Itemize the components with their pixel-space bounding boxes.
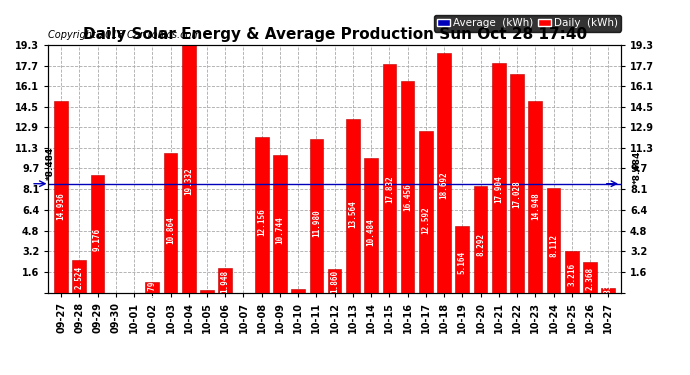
Text: 11.980: 11.980	[312, 210, 321, 237]
Bar	[401, 81, 415, 292]
Text: 0.796: 0.796	[148, 276, 157, 300]
Bar	[273, 155, 287, 292]
Text: 8.112: 8.112	[549, 234, 558, 257]
Bar	[419, 131, 433, 292]
Text: 17.028: 17.028	[513, 180, 522, 208]
Text: *8.484: *8.484	[46, 147, 55, 180]
Text: *8.484: *8.484	[633, 150, 642, 184]
Text: 14.936: 14.936	[57, 192, 66, 220]
Bar	[529, 101, 542, 292]
Bar	[55, 101, 68, 292]
Bar	[90, 175, 104, 292]
Text: 1.948: 1.948	[221, 270, 230, 293]
Bar	[255, 136, 268, 292]
Bar	[146, 282, 159, 292]
Text: 17.904: 17.904	[494, 175, 503, 203]
Bar	[310, 139, 323, 292]
Bar	[510, 74, 524, 292]
Text: 17.832: 17.832	[385, 176, 394, 204]
Text: 10.484: 10.484	[366, 218, 375, 246]
Text: 9.176: 9.176	[93, 228, 102, 251]
Bar	[565, 251, 579, 292]
Text: 10.744: 10.744	[275, 217, 284, 244]
Text: 12.592: 12.592	[422, 206, 431, 234]
Text: 14.948: 14.948	[531, 192, 540, 220]
Text: 12.156: 12.156	[257, 209, 266, 236]
Text: 3.216: 3.216	[567, 262, 576, 285]
Text: 18.692: 18.692	[440, 171, 449, 198]
Bar	[200, 291, 214, 292]
Text: Copyright 2018 Cartronics.com: Copyright 2018 Cartronics.com	[48, 30, 201, 40]
Text: 0.332: 0.332	[604, 279, 613, 302]
Bar	[455, 226, 469, 292]
Bar	[72, 260, 86, 292]
Text: 10.864: 10.864	[166, 216, 175, 244]
Bar	[364, 158, 378, 292]
Text: 8.292: 8.292	[476, 233, 485, 256]
Text: 16.456: 16.456	[403, 184, 412, 211]
Bar	[492, 63, 506, 292]
Text: 2.368: 2.368	[586, 267, 595, 290]
Bar	[474, 186, 487, 292]
Bar	[583, 262, 597, 292]
Bar	[328, 268, 342, 292]
Text: 1.860: 1.860	[330, 270, 339, 293]
Title: Daily Solar Energy & Average Production Sun Oct 28 17:40: Daily Solar Energy & Average Production …	[83, 27, 586, 42]
Bar	[602, 288, 615, 292]
Legend: Average  (kWh), Daily  (kWh): Average (kWh), Daily (kWh)	[434, 15, 621, 32]
Bar	[182, 45, 195, 292]
Bar	[546, 189, 560, 292]
Text: 13.564: 13.564	[348, 200, 357, 228]
Bar	[291, 289, 305, 292]
Bar	[164, 153, 177, 292]
Text: 19.332: 19.332	[184, 167, 193, 195]
Text: 5.164: 5.164	[458, 251, 467, 274]
Bar	[437, 53, 451, 292]
Bar	[346, 118, 359, 292]
Text: 2.524: 2.524	[75, 266, 83, 290]
Bar	[218, 267, 232, 292]
Bar	[382, 64, 396, 292]
